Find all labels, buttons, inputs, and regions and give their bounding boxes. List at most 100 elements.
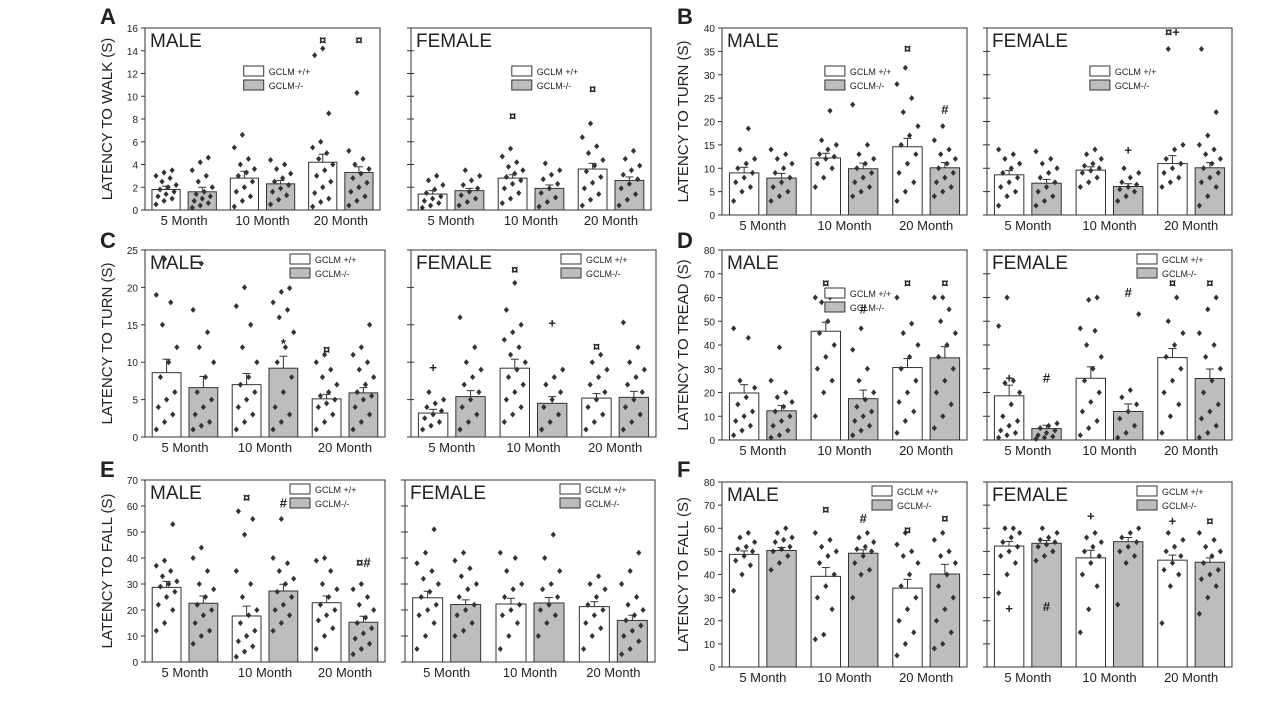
significance-marker: + bbox=[1087, 509, 1095, 524]
figure-panel-d: D LATENCY TO TREAD (S) 0 10 20 30 40 50 60 70 80 MA… bbox=[675, 228, 1233, 458]
x-tick-label: 20 Month bbox=[1164, 670, 1218, 685]
data-point bbox=[737, 534, 743, 541]
data-point bbox=[906, 132, 913, 139]
significance-marker: ¤ bbox=[593, 339, 600, 354]
significance-marker: # bbox=[860, 301, 868, 316]
data-point bbox=[510, 586, 516, 593]
legend-swatch-wt bbox=[1136, 253, 1158, 265]
bar-wt bbox=[892, 367, 923, 441]
data-point bbox=[1052, 179, 1058, 186]
y-tick-label: 8 bbox=[132, 115, 138, 126]
data-point bbox=[626, 180, 632, 187]
data-point bbox=[1035, 188, 1041, 195]
data-point bbox=[1196, 202, 1202, 209]
data-point bbox=[902, 529, 908, 536]
data-point bbox=[197, 159, 203, 166]
data-point bbox=[864, 365, 870, 372]
data-point bbox=[350, 175, 356, 182]
sex-label: FEMALE bbox=[416, 31, 492, 52]
data-point bbox=[1131, 188, 1138, 195]
data-point bbox=[938, 553, 944, 559]
data-point bbox=[167, 175, 173, 182]
data-point bbox=[434, 172, 440, 179]
data-point bbox=[1043, 183, 1050, 190]
y-tick-label: 20 bbox=[127, 283, 139, 294]
data-point bbox=[286, 181, 292, 188]
data-point bbox=[909, 95, 915, 102]
data-point bbox=[319, 374, 326, 381]
data-point bbox=[501, 594, 508, 600]
data-point bbox=[1213, 583, 1219, 590]
y-tick-label: 30 bbox=[704, 365, 716, 376]
panel-letter: E bbox=[100, 457, 115, 482]
data-point bbox=[935, 353, 942, 360]
significance-marker: # bbox=[280, 495, 288, 510]
data-point bbox=[1092, 146, 1098, 153]
data-point bbox=[1090, 160, 1096, 167]
data-point bbox=[519, 581, 525, 587]
y-tick-label: 10 bbox=[704, 412, 716, 423]
data-point bbox=[787, 543, 793, 550]
data-point bbox=[823, 583, 829, 590]
data-point bbox=[1008, 165, 1014, 172]
data-point bbox=[1086, 606, 1092, 613]
data-point bbox=[1117, 186, 1123, 193]
data-point bbox=[507, 195, 514, 202]
data-point bbox=[816, 559, 823, 566]
data-point bbox=[548, 581, 554, 587]
significance-marker: + bbox=[429, 360, 437, 375]
data-point bbox=[896, 169, 902, 176]
y-tick-label: 0 bbox=[709, 211, 715, 222]
data-point bbox=[278, 620, 284, 626]
data-point bbox=[1119, 394, 1125, 401]
legend-swatch-ko bbox=[871, 499, 893, 511]
data-point bbox=[1213, 183, 1219, 190]
y-tick-label: 80 bbox=[704, 478, 716, 489]
data-point bbox=[552, 612, 559, 619]
data-point bbox=[1196, 141, 1202, 148]
data-point bbox=[778, 546, 785, 553]
data-point bbox=[1050, 548, 1056, 555]
data-point bbox=[366, 640, 373, 647]
data-point bbox=[852, 179, 858, 186]
data-point bbox=[894, 429, 900, 436]
data-point bbox=[1211, 146, 1217, 153]
legend-label-ko: GCLM-/- bbox=[315, 499, 350, 509]
data-point bbox=[463, 607, 469, 613]
data-point bbox=[1180, 536, 1186, 543]
data-point bbox=[737, 377, 743, 384]
data-point bbox=[583, 426, 589, 433]
data-point bbox=[250, 516, 256, 522]
data-point bbox=[469, 620, 475, 626]
data-point bbox=[946, 306, 952, 313]
data-point bbox=[313, 646, 319, 652]
y-tick-label: 70 bbox=[127, 476, 139, 487]
significance-marker: ¤# bbox=[356, 555, 371, 570]
data-point bbox=[560, 366, 566, 373]
data-point bbox=[539, 426, 545, 433]
data-point bbox=[544, 199, 550, 206]
data-point bbox=[1167, 413, 1173, 420]
data-point bbox=[202, 374, 209, 381]
data-point bbox=[321, 633, 328, 639]
data-point bbox=[598, 351, 604, 358]
bar-wt bbox=[892, 146, 923, 216]
data-point bbox=[850, 193, 856, 200]
y-tick-label: 5 bbox=[132, 396, 138, 407]
data-point bbox=[354, 197, 360, 204]
x-tick-label: 10 Month bbox=[503, 665, 557, 680]
data-point bbox=[1211, 536, 1217, 543]
significance-marker: ¤ bbox=[243, 490, 250, 505]
data-point bbox=[1046, 422, 1052, 429]
data-point bbox=[1046, 169, 1052, 176]
data-point bbox=[512, 389, 518, 396]
data-point bbox=[280, 175, 286, 182]
data-point bbox=[579, 134, 585, 141]
data-point bbox=[781, 165, 787, 172]
data-point bbox=[315, 617, 321, 624]
data-point bbox=[317, 392, 324, 399]
data-point bbox=[781, 403, 787, 410]
data-point bbox=[593, 396, 600, 403]
data-point bbox=[772, 408, 778, 415]
data-point bbox=[1052, 539, 1058, 546]
